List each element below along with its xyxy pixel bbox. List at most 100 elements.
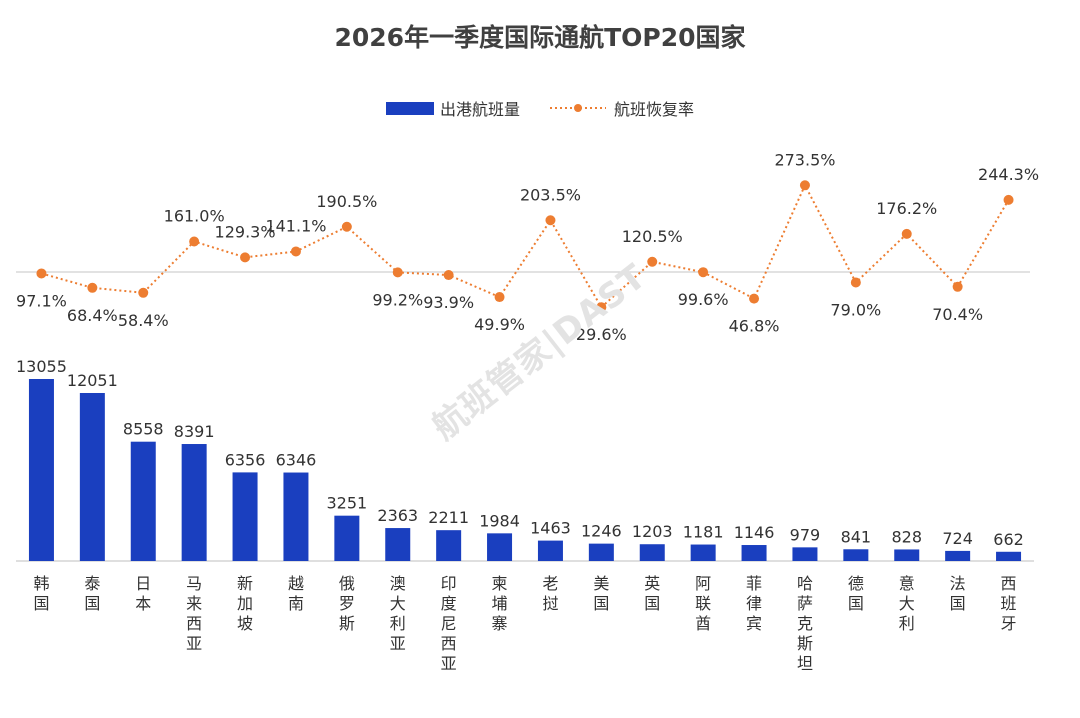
bar [945, 550, 971, 561]
line-value-label: 79.0% [830, 301, 881, 320]
line-value-label: 273.5% [774, 150, 835, 169]
category-label: 泰国 [84, 574, 100, 613]
line-value-label: 141.1% [265, 216, 326, 235]
legend-bar-label: 出港航班量 [439, 100, 520, 119]
line-series [41, 182, 1010, 309]
line-point [494, 292, 505, 303]
bar-value-label: 1984 [479, 511, 520, 530]
legend-item-line: 航班恢复率 [548, 96, 694, 120]
bar-value-label: 8391 [174, 422, 215, 441]
line-value-label: 129.3% [215, 222, 276, 241]
bar [385, 528, 411, 561]
line-point [189, 236, 200, 247]
legend-line-label: 航班恢复率 [614, 100, 695, 119]
bar-value-label: 1146 [734, 523, 775, 542]
line-value-label: 244.3% [978, 165, 1039, 184]
line-point [240, 252, 251, 263]
line-value-label: 70.4% [932, 305, 983, 324]
bar-value-label: 6356 [225, 450, 266, 469]
bar-value-label: 2211 [428, 508, 469, 527]
bar [894, 549, 920, 561]
bar [181, 444, 207, 561]
category-label: 意大利 [899, 574, 915, 633]
category-label: 哈萨克斯坦 [797, 574, 813, 673]
category-label: 老挝 [542, 574, 558, 613]
line-value-label: 49.9% [474, 315, 525, 334]
line-point [138, 287, 149, 298]
category-label: 阿联酋 [695, 574, 711, 633]
bar-value-label: 1203 [632, 522, 673, 541]
legend-line-swatch [550, 104, 606, 112]
line-point [596, 302, 607, 313]
category-label: 俄罗斯 [339, 574, 355, 633]
bar-value-label: 6346 [276, 451, 317, 470]
legend-bar-swatch [385, 101, 434, 115]
line-value-label: 161.0% [164, 207, 225, 226]
bar-value-label: 2363 [377, 506, 418, 525]
line-value-label: 203.5% [520, 185, 581, 204]
bar [487, 533, 513, 561]
bar [996, 551, 1022, 561]
bar [843, 549, 869, 561]
line-value-label: 99.2% [372, 290, 423, 309]
chart-legend: 出港航班量 航班恢复率 [0, 96, 1080, 120]
bar-value-label: 3251 [326, 494, 367, 513]
category-label: 澳大利亚 [390, 574, 406, 653]
line-point [749, 293, 760, 304]
bar [690, 544, 716, 561]
bar-value-label: 828 [891, 527, 922, 546]
line-point [698, 267, 709, 278]
line-point [87, 282, 98, 293]
line-value-label: 176.2% [876, 199, 937, 218]
bar [28, 379, 54, 561]
line-point [36, 268, 47, 279]
line-value-label: 190.5% [316, 192, 377, 211]
category-label: 马来西亚 [186, 574, 202, 653]
bar [588, 543, 614, 561]
category-label: 韩国 [33, 574, 49, 613]
category-label: 德国 [848, 574, 864, 613]
line-value-label: 97.1% [16, 291, 67, 310]
line-value-label: 99.6% [678, 290, 729, 309]
bar [283, 472, 309, 561]
line-value-label: 68.4% [67, 306, 118, 325]
category-label: 印度尼西亚 [441, 574, 457, 673]
bar-value-label: 13055 [16, 357, 67, 376]
bar-value-label: 841 [841, 527, 872, 546]
bar-value-label: 1463 [530, 519, 571, 538]
line-point [545, 215, 556, 226]
line-point [341, 221, 352, 232]
bar-value-label: 1181 [683, 523, 724, 542]
bar [436, 530, 462, 561]
category-label: 柬埔寨 [492, 574, 508, 633]
line-value-label: 46.8% [729, 317, 780, 336]
bar [79, 392, 105, 561]
category-label: 美国 [593, 574, 609, 613]
line-value-label: 29.6% [576, 325, 627, 344]
line-point [799, 180, 810, 191]
chart-title: 2026年一季度国际通航TOP20国家 [334, 23, 746, 52]
bar-value-label: 662 [993, 530, 1024, 549]
bar [537, 540, 563, 561]
bar-value-label: 979 [790, 525, 821, 544]
category-label: 越南 [288, 574, 304, 613]
category-label: 法国 [950, 574, 966, 613]
category-label: 日本 [135, 574, 151, 613]
line-value-label: 120.5% [622, 227, 683, 246]
line-point [392, 267, 403, 278]
line-point [1003, 194, 1014, 205]
line-point [901, 228, 912, 239]
category-label: 菲律宾 [746, 574, 762, 633]
legend-item-bar: 出港航班量 [385, 96, 520, 120]
line-value-label: 93.9% [423, 293, 474, 312]
bar [639, 544, 665, 561]
line-point [443, 270, 454, 281]
line-point [850, 277, 861, 288]
category-label: 西班牙 [1001, 574, 1017, 633]
bar-value-label: 1246 [581, 522, 622, 541]
bar [792, 547, 818, 561]
category-label: 英国 [644, 574, 660, 613]
bar [741, 545, 767, 561]
line-point [290, 246, 301, 257]
bar-value-label: 724 [942, 529, 973, 548]
